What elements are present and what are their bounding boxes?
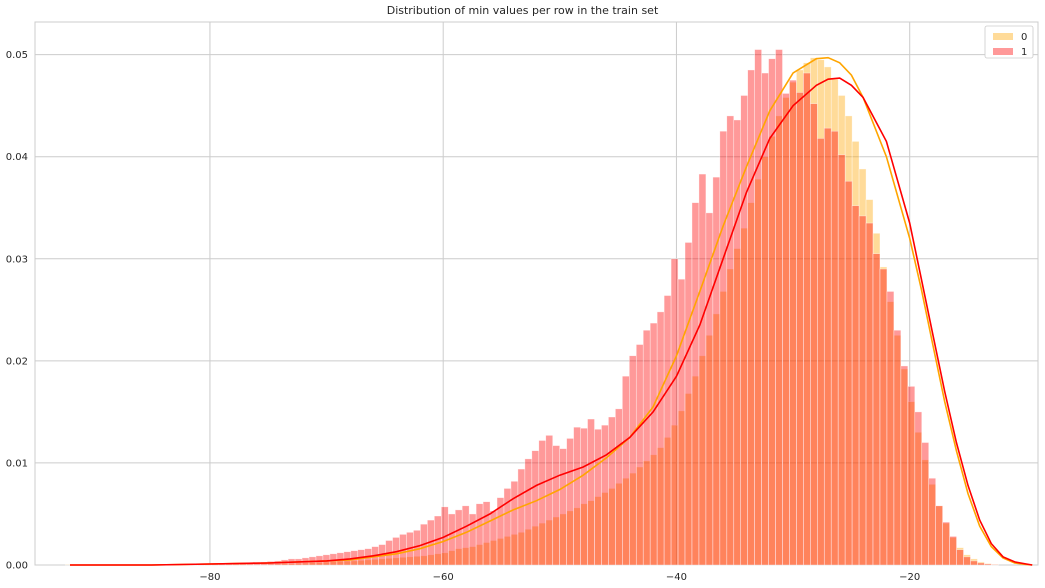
legend-label-0: 0: [1021, 32, 1027, 43]
hist-bar: [670, 258, 679, 566]
hist-bar: [635, 344, 644, 566]
hist-bar: [872, 253, 881, 566]
x-tick-label: −20: [899, 572, 920, 583]
legend: 01: [984, 25, 1034, 59]
hist-bar: [656, 311, 665, 566]
hist-bar: [956, 549, 964, 566]
hist-bar: [615, 408, 623, 566]
hist-bar: [858, 215, 867, 566]
hist-bar: [719, 130, 728, 566]
hist-bar: [531, 450, 540, 566]
y-tick-label: 0.05: [6, 50, 28, 61]
hist-bar: [517, 468, 526, 566]
y-tick-label: 0.04: [6, 152, 28, 163]
hist-bar: [733, 119, 742, 566]
hist-bar: [601, 424, 609, 566]
hist-bar: [552, 445, 560, 566]
hist-bar: [810, 103, 818, 566]
x-tick-label: −40: [666, 572, 687, 583]
hist-bar: [726, 115, 735, 566]
y-tick-label: 0.00: [6, 561, 28, 572]
hist-bar: [629, 355, 637, 566]
hist-bar: [796, 92, 804, 566]
hist-bar: [991, 564, 999, 566]
hist-bar: [573, 426, 581, 566]
hist-bar: [559, 448, 567, 566]
hist-bar: [803, 72, 811, 566]
hist-bar: [747, 69, 755, 566]
hist-bar: [942, 521, 950, 566]
hist-bar: [580, 427, 588, 566]
kde-line-0: [70, 56, 1033, 566]
legend-swatch-0: [993, 33, 1013, 40]
hist-bar: [691, 202, 700, 566]
hist-bar: [921, 442, 930, 566]
hist-bar: [837, 154, 846, 566]
hist-bar: [677, 278, 686, 566]
hist-bar: [949, 536, 957, 566]
hist-bar: [907, 386, 916, 566]
hist-bar: [698, 173, 707, 566]
hist-bar: [893, 329, 902, 566]
y-tick-label: 0.02: [6, 356, 28, 367]
hist-bar: [475, 503, 484, 566]
hist-bar: [928, 477, 936, 566]
hist-bar: [594, 428, 602, 566]
hist-bar: [900, 365, 909, 566]
hist-bar: [879, 268, 888, 566]
hist-bar: [566, 438, 574, 566]
hist-bar: [817, 138, 825, 566]
hist-bar: [545, 435, 554, 566]
hist-bar: [524, 458, 533, 566]
hist-bar: [510, 481, 519, 566]
hist-bar: [977, 562, 985, 566]
hist-bar: [775, 49, 783, 566]
hist-bar: [830, 130, 839, 566]
hist-bar: [454, 509, 463, 566]
hist-bar: [642, 329, 651, 566]
hist-bar: [782, 93, 790, 566]
hist-bar: [712, 176, 721, 566]
hist-bar: [482, 501, 491, 566]
hist-bar: [587, 418, 595, 566]
hist-bar: [622, 375, 630, 566]
hist-bar: [844, 180, 853, 566]
hist-series-0: [65, 57, 999, 566]
hist-bar: [761, 72, 769, 566]
hist-bar: [935, 505, 943, 566]
hist-bar: [886, 291, 895, 566]
hist-bar: [461, 505, 470, 566]
hist-bar: [538, 440, 547, 566]
hist-bar: [963, 556, 971, 566]
legend-label-1: 1: [1021, 47, 1027, 58]
legend-swatch-1: [993, 48, 1013, 55]
hist-bar: [684, 242, 693, 566]
x-tick-label: −60: [433, 572, 454, 583]
hist-bar: [865, 222, 874, 566]
chart-title: Distribution of min values per row in th…: [386, 4, 659, 17]
hist-bar: [649, 322, 658, 566]
legend-box: [984, 25, 1034, 59]
y-tick-label: 0.03: [6, 254, 28, 265]
hist-bar: [914, 411, 923, 566]
hist-bar: [322, 554, 331, 566]
y-tick-label: 0.01: [6, 458, 28, 469]
x-tick-label: −80: [199, 572, 220, 583]
hist-bar: [608, 416, 616, 566]
hist-series-1: [141, 49, 999, 566]
hist-bar: [851, 205, 860, 566]
hist-bar: [970, 560, 978, 566]
hist-bar: [823, 127, 832, 566]
hist-bar: [789, 79, 797, 566]
hist-bar: [663, 295, 672, 566]
hist-bar: [984, 563, 992, 566]
kde-line-1: [70, 77, 1033, 566]
hist-bar: [754, 49, 762, 566]
